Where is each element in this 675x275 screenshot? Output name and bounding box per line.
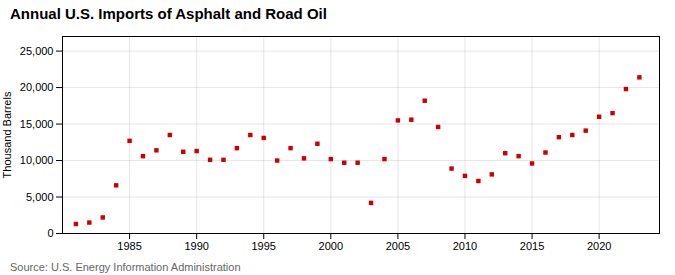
svg-text:2010: 2010	[453, 240, 477, 252]
svg-text:2005: 2005	[386, 240, 410, 252]
svg-text:25,000: 25,000	[20, 45, 54, 57]
svg-text:1995: 1995	[251, 240, 275, 252]
svg-text:1990: 1990	[184, 240, 208, 252]
html-text:Source: U.S. Energy Informatio: Source: U.S. Energy Information Administ…	[10, 261, 241, 273]
svg-text:2020: 2020	[587, 240, 611, 252]
svg-text:20,000: 20,000	[20, 81, 54, 93]
svg-text:1985: 1985	[117, 240, 141, 252]
svg-text:2000: 2000	[319, 240, 343, 252]
svg-text:2015: 2015	[520, 240, 544, 252]
html-text:Annual U.S. Imports of Asphalt: Annual U.S. Imports of Asphalt and Road …	[10, 5, 327, 22]
svg-text:15,000: 15,000	[20, 118, 54, 130]
svg-text:Thousand Barrels: Thousand Barrels	[1, 91, 13, 178]
svg-text:10,000: 10,000	[20, 154, 54, 166]
svg-text:0: 0	[47, 227, 53, 239]
svg-text:5,000: 5,000	[26, 191, 54, 203]
